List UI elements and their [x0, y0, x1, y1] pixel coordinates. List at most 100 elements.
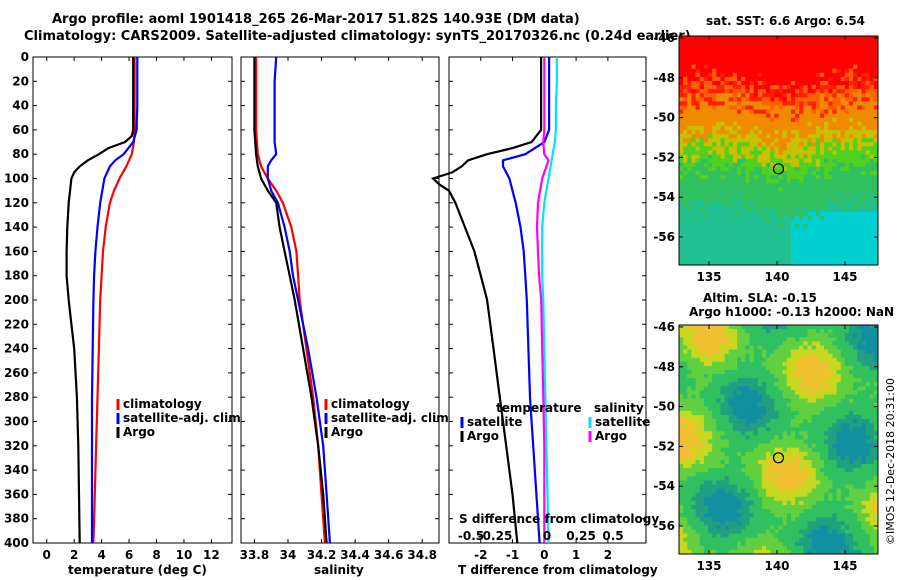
map-cell — [790, 410, 796, 416]
map-cell — [828, 365, 833, 371]
map-cell — [699, 60, 705, 66]
map-cell — [786, 125, 792, 131]
map-cell — [795, 443, 800, 449]
map-cell — [799, 170, 804, 176]
map-cell — [753, 329, 759, 334]
map-cell — [824, 175, 829, 180]
map-cell — [695, 40, 701, 45]
map-cell — [836, 203, 842, 209]
map-cell — [749, 480, 755, 485]
map-cell — [844, 256, 850, 262]
map-cell — [703, 48, 709, 53]
map-cell — [799, 154, 804, 160]
map-cell — [819, 150, 825, 156]
map-cell — [803, 36, 809, 41]
map-cell — [865, 121, 871, 127]
map-cell — [803, 89, 809, 94]
map-cell — [712, 496, 717, 502]
map-cell — [720, 484, 726, 490]
map-cell — [741, 484, 746, 490]
map-cell — [753, 236, 759, 241]
map-cell — [857, 236, 862, 241]
map-cell — [708, 211, 713, 217]
map-cell — [679, 236, 684, 241]
map-cell — [857, 187, 862, 192]
map-cell — [732, 244, 738, 250]
map-cell — [861, 158, 867, 164]
map-cell — [708, 162, 713, 168]
map-cell — [716, 48, 721, 53]
map-cell — [732, 154, 738, 160]
map-cell — [857, 109, 862, 115]
map-cell — [683, 333, 688, 338]
map-cell — [774, 443, 779, 449]
map-cell — [853, 203, 858, 209]
map-cell — [737, 443, 742, 449]
map-cell — [873, 349, 879, 355]
map-cell — [732, 447, 738, 453]
map-cell — [683, 240, 688, 246]
map-cell — [828, 260, 833, 266]
map-cell — [844, 170, 850, 176]
map-cell — [753, 48, 759, 53]
map-cell — [840, 390, 846, 396]
map-cell — [853, 468, 858, 473]
map-cell — [683, 472, 688, 477]
map-cell — [757, 195, 763, 201]
map-cell — [691, 68, 697, 74]
map-cell — [687, 232, 692, 237]
map-cell — [691, 349, 697, 355]
map-cell — [811, 80, 817, 86]
map-cell — [832, 455, 838, 461]
map-cell — [720, 138, 726, 143]
map-cell — [766, 325, 771, 330]
map-cell — [799, 394, 804, 400]
map-cell — [803, 60, 809, 66]
map-cell — [807, 390, 813, 396]
map-cell — [811, 260, 817, 266]
map-cell — [840, 325, 846, 330]
map-cell — [815, 459, 821, 465]
map-cell — [720, 402, 726, 408]
map-cell — [873, 56, 879, 62]
map-cell — [753, 187, 759, 192]
map-cell — [774, 183, 779, 188]
map-cell — [873, 357, 879, 363]
map-cell — [716, 224, 721, 229]
map-cell — [757, 224, 763, 229]
map-cell — [861, 369, 867, 375]
map-cell — [732, 232, 738, 237]
map-cell — [737, 484, 742, 490]
map-cell — [753, 240, 759, 246]
map-cell — [753, 406, 759, 412]
map-cell — [836, 464, 842, 469]
map-cell — [848, 72, 854, 78]
map-cell — [807, 410, 813, 416]
map-cell — [836, 224, 842, 229]
map-cell — [824, 199, 829, 205]
map-cell — [807, 232, 813, 237]
map-cell — [832, 199, 838, 205]
map-cell — [840, 341, 846, 346]
map-cell — [799, 191, 804, 196]
map-cell — [853, 191, 858, 196]
map-cell — [699, 52, 705, 57]
map-cell — [749, 191, 755, 196]
map-cell — [786, 232, 792, 237]
map-cell — [803, 64, 809, 70]
map-cell — [853, 199, 858, 205]
map-cell — [753, 464, 759, 469]
map-cell — [861, 105, 867, 111]
map-cell — [811, 398, 817, 404]
map-cell — [766, 435, 771, 440]
map-cell — [819, 203, 825, 209]
map-cell — [844, 195, 850, 201]
map-cell — [699, 484, 705, 490]
map-cell — [770, 138, 775, 143]
map-cell — [815, 224, 821, 229]
map-cell — [703, 105, 709, 111]
map-cell — [799, 374, 804, 379]
map-cell — [873, 341, 879, 346]
map-cell — [753, 333, 759, 338]
